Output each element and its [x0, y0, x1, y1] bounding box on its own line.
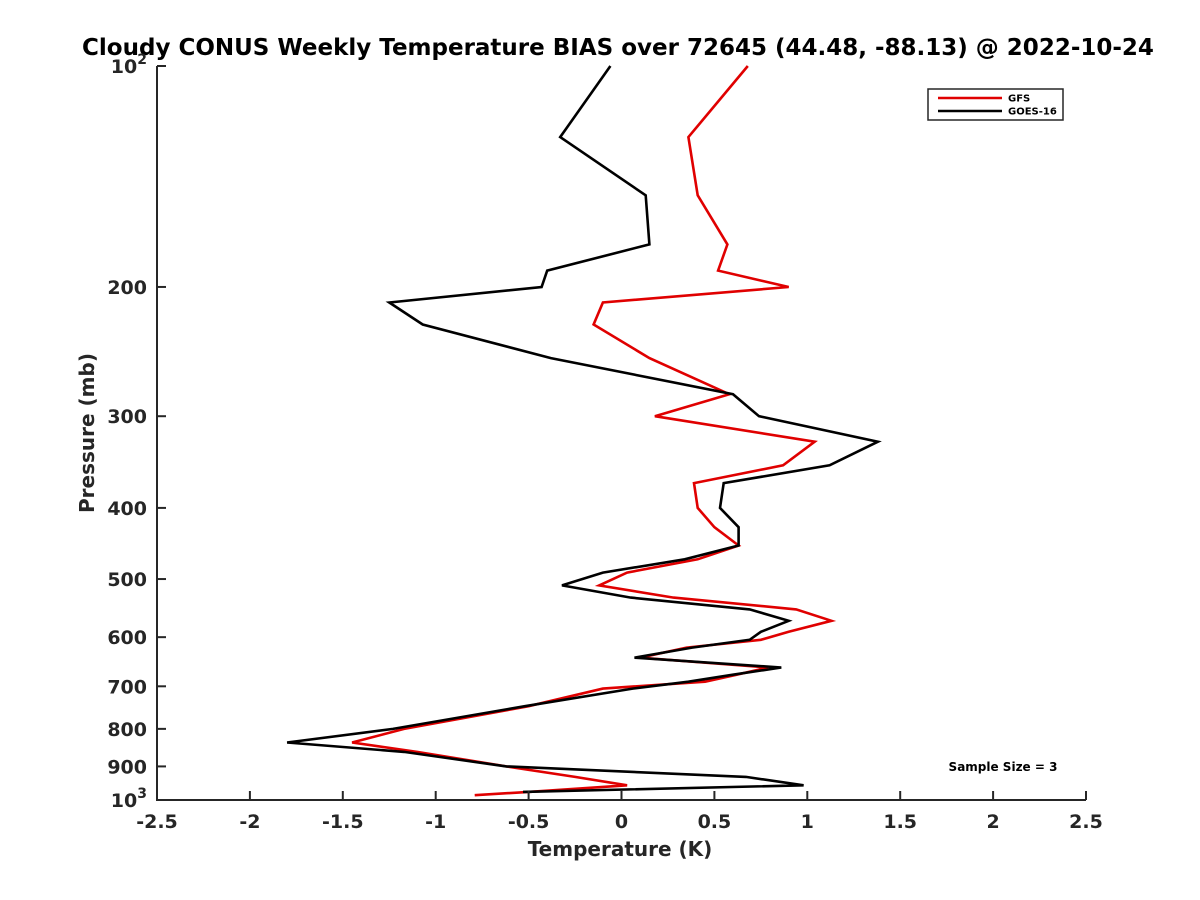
- legend-label: GFS: [1008, 94, 1030, 105]
- series-line-goes-16: [286, 65, 882, 794]
- x-tick-label: -1.5: [322, 811, 364, 833]
- x-tick-label: -2.5: [136, 811, 178, 833]
- y-tick-label: 600: [107, 627, 147, 649]
- x-tick-label: 0.5: [698, 811, 732, 833]
- plot-lines: [286, 65, 882, 797]
- x-tick-label: 2.5: [1069, 811, 1103, 833]
- y-axis-label: Pressure (mb): [75, 353, 99, 513]
- legend-box: [927, 88, 1064, 121]
- y-axis-ticks: 102 200 300 400 500 600 700 800 900 103: [107, 52, 166, 812]
- y-tick-label: 400: [107, 498, 147, 520]
- sample-size-annotation: Sample Size = 3: [949, 760, 1058, 774]
- y-tick-label: 200: [107, 277, 147, 299]
- x-tick-label: -2: [239, 811, 260, 833]
- y-tick-label: 800: [107, 719, 147, 741]
- legend-label: GOES-16: [1008, 107, 1057, 118]
- x-tick-label: 0: [615, 811, 628, 833]
- y-tick-label: 102: [111, 52, 147, 78]
- x-tick-label: -0.5: [508, 811, 550, 833]
- x-axis-ticks: -2.5 -2 -1.5 -1 -0.5 0 0.5 1 1.5 2 2.5: [136, 791, 1103, 833]
- y-tick-label: 900: [107, 756, 147, 778]
- y-tick-label: 300: [107, 406, 147, 428]
- x-tick-label: 1: [801, 811, 814, 833]
- y-tick-label: 500: [107, 569, 147, 591]
- x-axis-label: Temperature (K): [528, 837, 713, 861]
- legend: GFS GOES-16: [927, 88, 1064, 121]
- y-tick-label: 103: [111, 786, 147, 812]
- x-tick-label: -1: [425, 811, 446, 833]
- chart-title: Cloudy CONUS Weekly Temperature BIAS ove…: [82, 35, 1154, 61]
- y-tick-label: 700: [107, 676, 147, 698]
- series-line-gfs: [351, 65, 837, 797]
- x-tick-label: 2: [986, 811, 999, 833]
- x-tick-label: 1.5: [883, 811, 917, 833]
